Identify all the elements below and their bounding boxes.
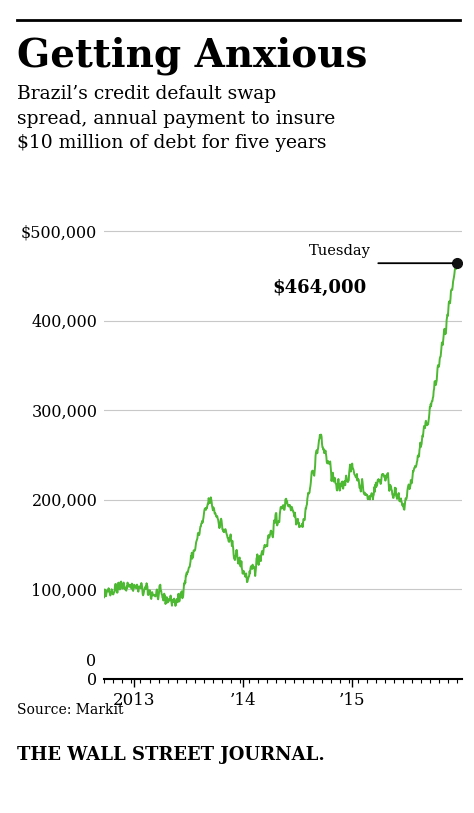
Text: 0: 0 [86,653,96,670]
Text: Getting Anxious: Getting Anxious [17,37,367,75]
Text: THE WALL STREET JOURNAL.: THE WALL STREET JOURNAL. [17,746,324,764]
Text: Brazil’s credit default swap
spread, annual payment to insure
$10 million of deb: Brazil’s credit default swap spread, ann… [17,85,335,152]
Text: Source: Markit: Source: Markit [17,703,123,717]
Text: $464,000: $464,000 [273,280,367,298]
Text: Tuesday: Tuesday [310,244,371,258]
